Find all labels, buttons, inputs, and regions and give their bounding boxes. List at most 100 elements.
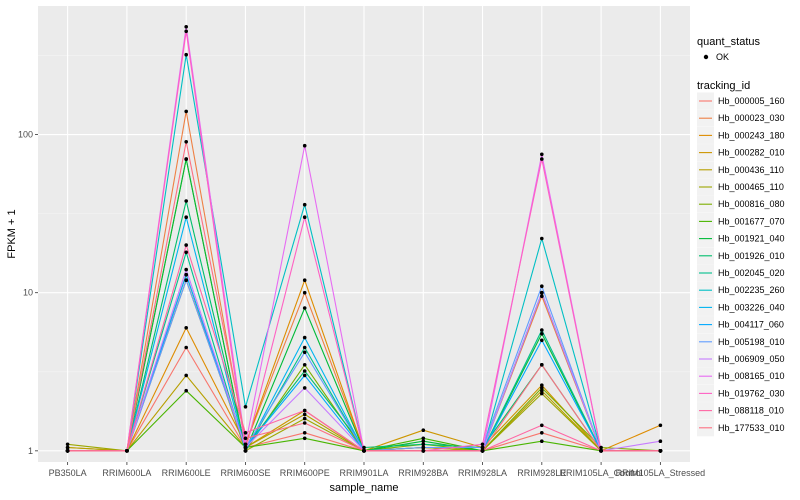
point-legend-label: OK: [716, 52, 729, 62]
legend-label: Hb_088118_010: [718, 406, 784, 416]
data-point: [540, 439, 544, 444]
y-axis-title: FPKM + 1: [6, 209, 18, 258]
major-gridlines: [38, 6, 690, 462]
legend-label: Hb_000023_030: [718, 113, 785, 123]
data-point: [421, 445, 426, 450]
data-point: [302, 363, 307, 367]
data-point: [421, 439, 426, 444]
legend-label: Hb_005198_010: [718, 337, 785, 347]
data-point: [362, 445, 366, 450]
data-point: [184, 272, 188, 277]
color-legend-items: Hb_000005_160 Hb_000023_030 Hb_000243_180 H…: [697, 92, 785, 437]
data-point: [599, 449, 603, 453]
data-point: [184, 140, 188, 144]
data-point: [540, 383, 544, 388]
data-point: [302, 215, 307, 219]
legend-label: Hb_006909_050: [718, 354, 785, 364]
data-point: [362, 449, 366, 453]
data-point: [184, 157, 188, 161]
data-point: [184, 278, 188, 283]
x-tick-label: RRIM600SE: [220, 468, 270, 478]
data-point: [540, 157, 544, 161]
data-point: [65, 442, 70, 447]
data-point: [184, 29, 188, 34]
legend-label: Hb_000005_160: [718, 96, 785, 106]
data-point: [540, 284, 544, 289]
data-point: [302, 416, 307, 421]
data-point: [302, 369, 307, 373]
data-point: [184, 326, 188, 330]
x-tick-label: PB350LA: [49, 468, 87, 478]
data-point: [540, 363, 544, 367]
legend-label: Hb_000816_080: [718, 199, 785, 209]
data-point: [302, 143, 307, 148]
data-point: [302, 421, 307, 425]
legend-label: Hb_001921_040: [718, 234, 785, 244]
data-point: [540, 152, 544, 157]
data-point: [658, 423, 663, 428]
data-point: [421, 428, 426, 433]
legend-label: Hb_002235_260: [718, 285, 785, 295]
data-point: [184, 373, 188, 378]
data-point: [302, 278, 307, 283]
data-point: [302, 431, 307, 435]
legend-label: Hb_000282_010: [718, 148, 785, 158]
data-point: [184, 388, 188, 393]
data-point: [243, 449, 248, 453]
data-point: [184, 243, 188, 247]
data-point: [243, 442, 248, 447]
data-point: [421, 449, 426, 453]
point-legend-key: [703, 54, 709, 60]
data-point: [184, 52, 188, 57]
series-points: [65, 25, 663, 453]
data-point: [184, 267, 188, 272]
data-point: [540, 290, 544, 295]
data-point: [540, 338, 544, 343]
legend-label: Hb_000465_110: [718, 182, 784, 192]
legend-label: Hb_003226_040: [718, 302, 785, 312]
data-point: [480, 445, 485, 450]
data-point: [540, 386, 544, 390]
color-legend-title: tracking_id: [697, 80, 750, 92]
y-tick-label: 10: [23, 288, 33, 298]
x-tick-label: RRIM600LA: [102, 468, 151, 478]
data-point: [243, 436, 248, 441]
data-point: [421, 436, 426, 441]
y-tick-label: 1: [28, 446, 33, 456]
y-tick-label: 100: [18, 130, 33, 140]
data-point: [658, 449, 663, 453]
x-tick-label: RRIM928LE: [517, 468, 566, 478]
data-point: [540, 423, 544, 428]
legend-label: Hb_000243_180: [718, 130, 785, 140]
data-point: [302, 386, 307, 390]
x-tick-label: RRIM901LA: [339, 468, 388, 478]
data-point: [302, 408, 307, 413]
data-point: [302, 412, 307, 417]
data-point: [184, 250, 188, 255]
data-point: [184, 199, 188, 203]
legend-label: Hb_019762_030: [718, 388, 785, 398]
x-tick-label: RRIM928BA: [398, 468, 448, 478]
data-point: [480, 442, 485, 447]
data-point: [302, 345, 307, 350]
data-point: [302, 290, 307, 295]
data-point: [302, 335, 307, 340]
data-point: [480, 449, 485, 453]
data-point: [184, 215, 188, 219]
y-axis: 1 10 100: [18, 130, 38, 456]
x-tick-label: RRIM600PE: [280, 468, 330, 478]
data-point: [302, 436, 307, 441]
point-legend-title: quant_status: [697, 36, 760, 48]
legend: quant_status OK tracking_id Hb_000005_16…: [697, 36, 785, 437]
data-point: [540, 391, 544, 396]
legend-label: Hb_008165_010: [718, 371, 785, 381]
data-point: [243, 405, 248, 409]
legend-label: Hb_000436_110: [718, 165, 784, 175]
data-point: [65, 449, 70, 453]
data-point: [184, 25, 188, 29]
x-tick-label: RRIM928LA: [458, 468, 507, 478]
x-tick-label: RRIM600LE: [162, 468, 211, 478]
x-axis: PB350LA RRIM600LA RRIM600LE RRIM600SE RRIM60…: [49, 462, 705, 478]
legend-label: Hb_004117_060: [718, 320, 784, 330]
